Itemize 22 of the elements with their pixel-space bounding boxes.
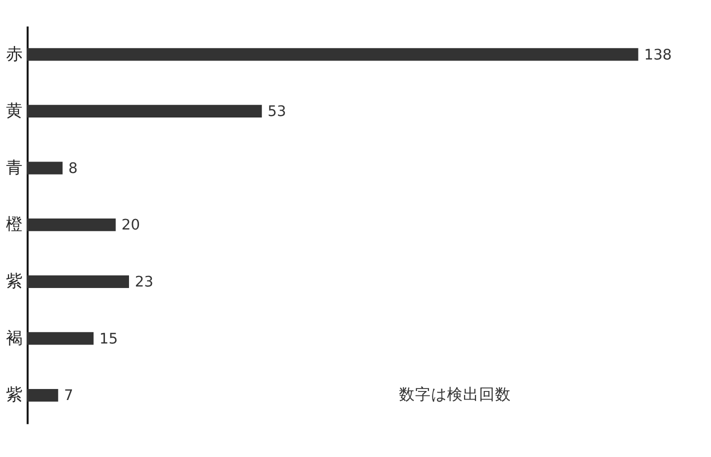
- data-label: 53: [268, 104, 286, 120]
- y-tick-label: 紫: [6, 385, 22, 404]
- y-tick-label: 黄: [6, 101, 22, 120]
- y-tick-label: 褐: [6, 328, 22, 348]
- data-label: 23: [134, 274, 154, 291]
- bar: [27, 388, 58, 402]
- y-tick-label: 青: [6, 158, 22, 177]
- y-tick-label: 赤: [6, 44, 22, 64]
- bar: [27, 218, 116, 232]
- bar: [27, 275, 130, 288]
- y-tick-label: 橙: [6, 214, 22, 234]
- bar: [27, 48, 638, 61]
- bar: [27, 332, 94, 345]
- data-label: 138: [644, 47, 672, 64]
- data-label: 7: [64, 388, 74, 404]
- data-label: 15: [99, 331, 118, 348]
- bar: [27, 162, 63, 174]
- y-tick-label: 紫: [6, 272, 22, 291]
- annotation: 数字は検出回数: [398, 385, 511, 404]
- data-label: 20: [122, 218, 140, 234]
- bar: [27, 104, 262, 118]
- data-label: 8: [68, 160, 78, 177]
